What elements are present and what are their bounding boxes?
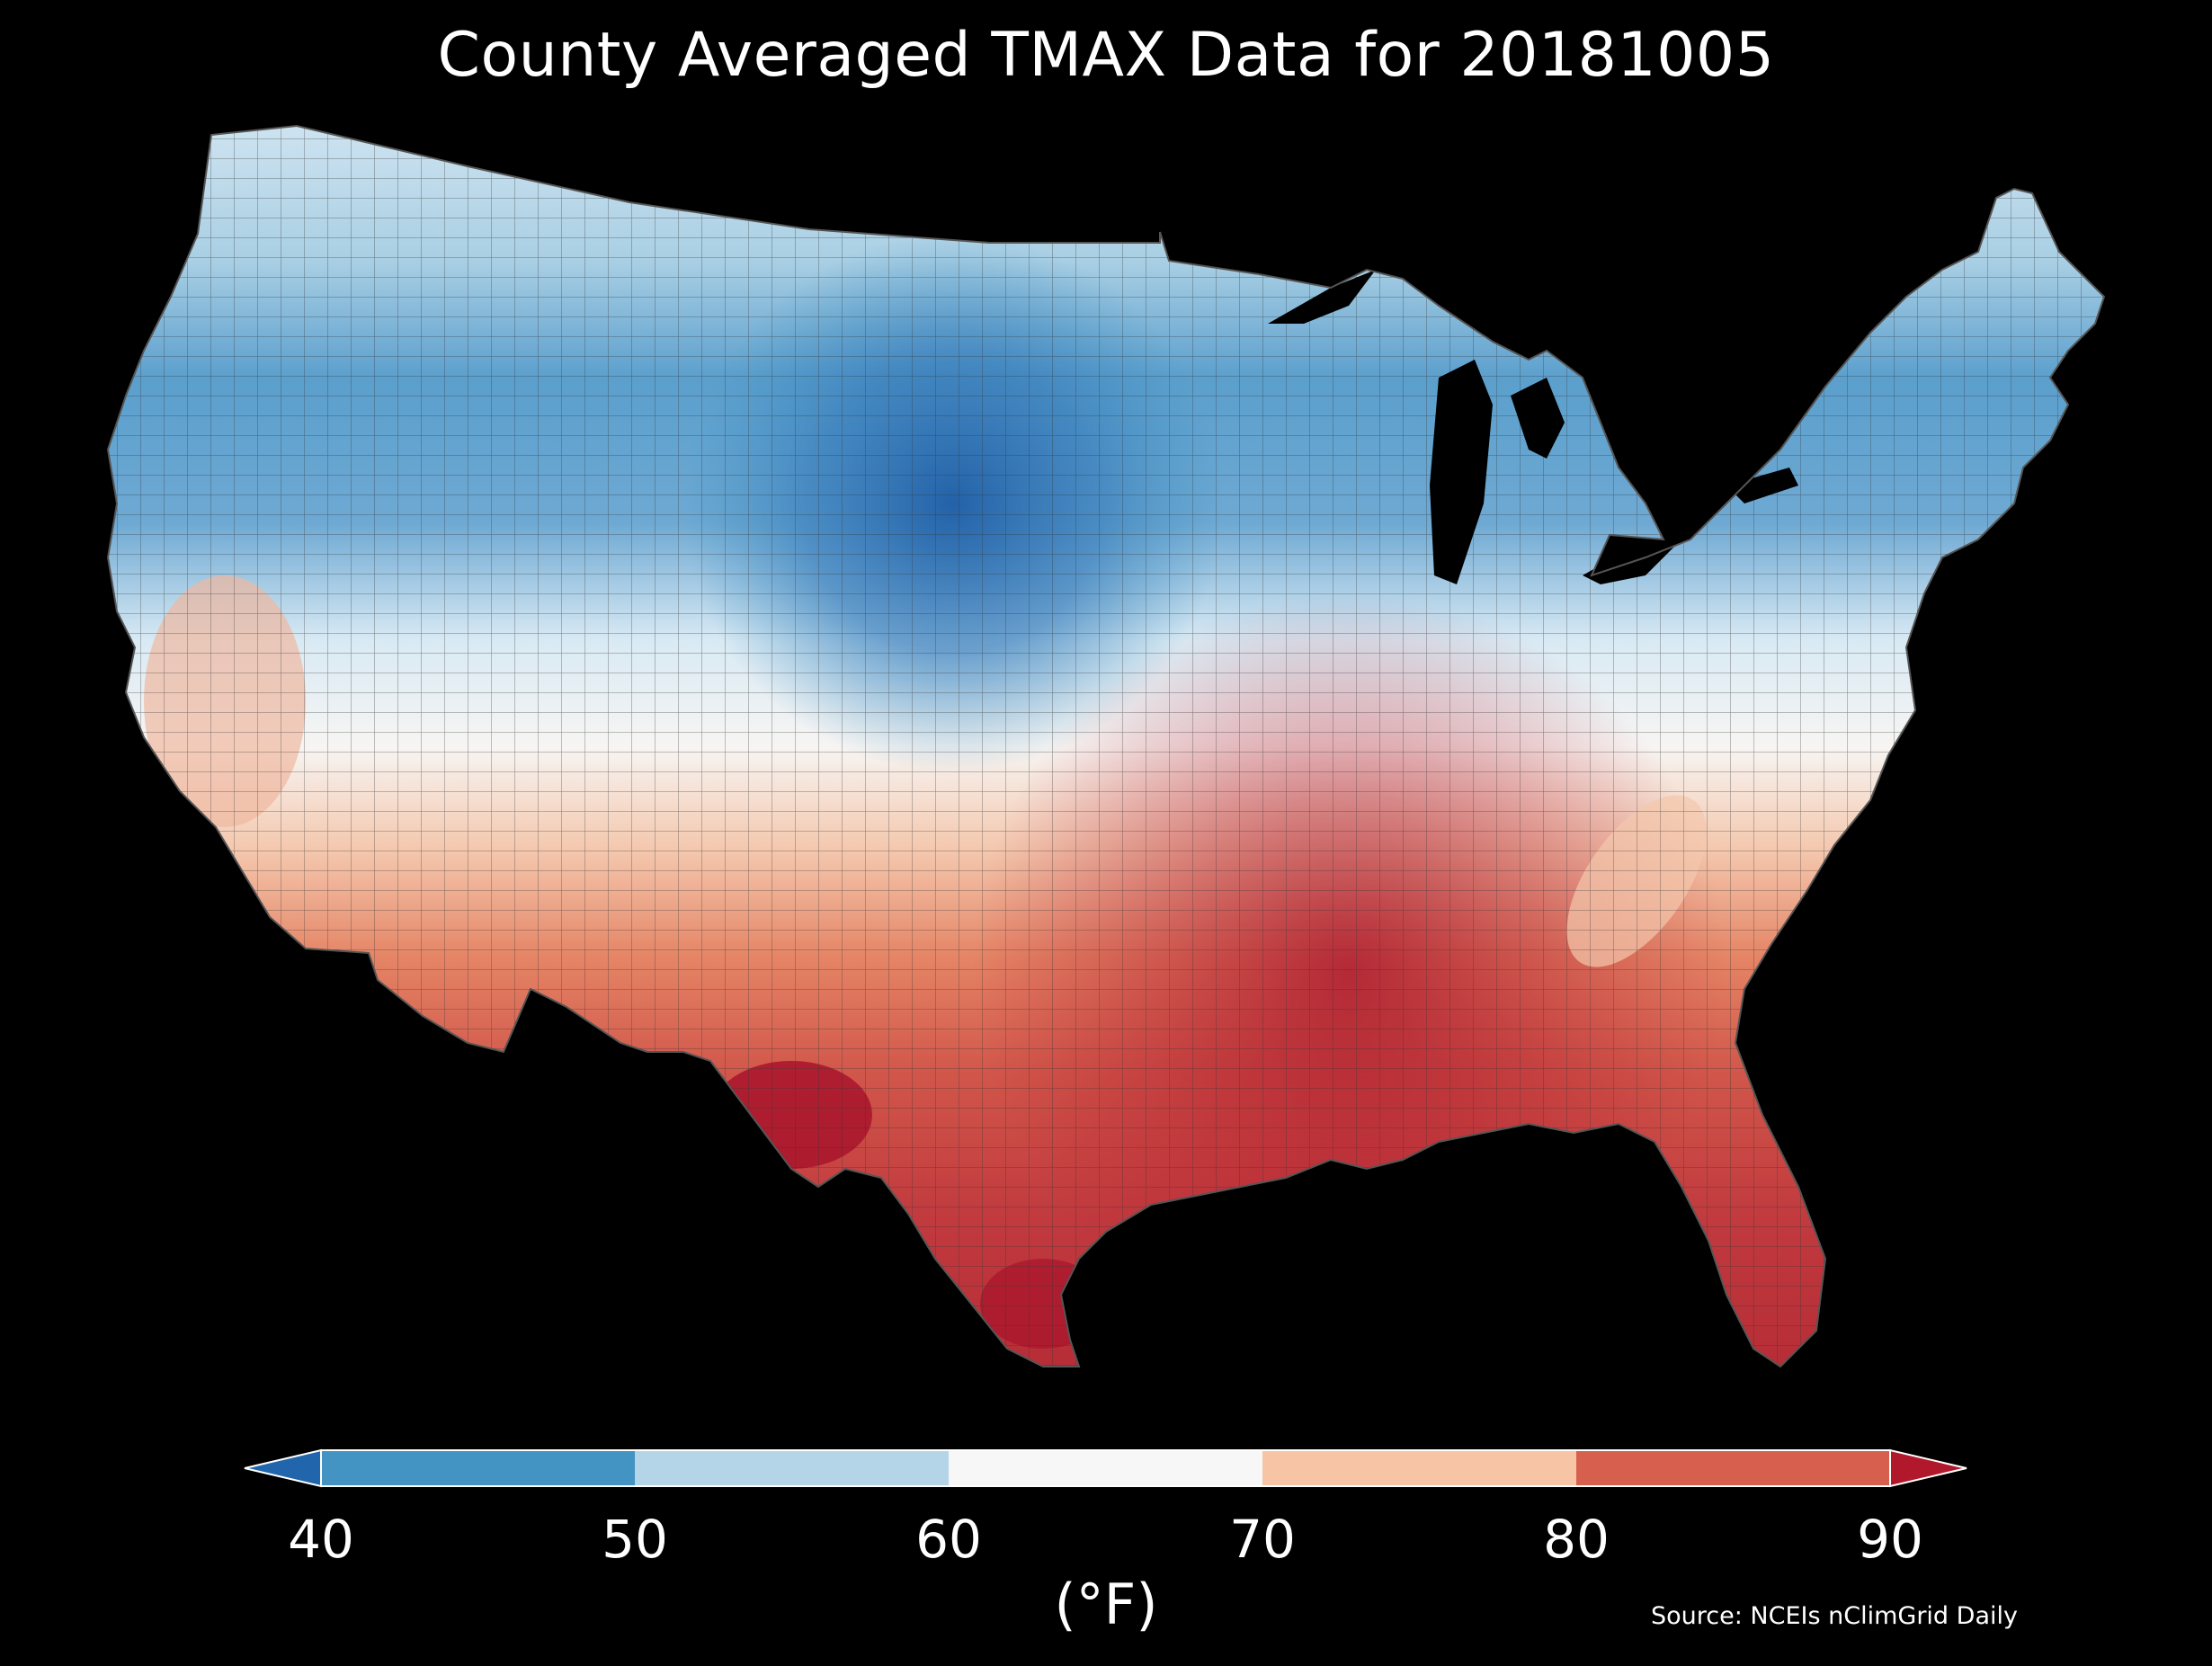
tick-label-50: 50: [602, 1509, 668, 1570]
tick-label-90: 90: [1857, 1509, 1923, 1570]
colorbar-units: (°F): [1054, 1572, 1158, 1637]
colorbar-bin: [635, 1450, 949, 1486]
colorbar-bin: [321, 1450, 635, 1486]
source-credit: Source: NCEIs nClimGrid Daily: [1651, 1602, 2018, 1630]
map-title: County Averaged TMAX Data for 20181005: [437, 20, 1775, 91]
colorbar-bin: [1576, 1450, 1890, 1486]
colorbar-extend-low: [244, 1448, 322, 1488]
colorbar-extend-high: [1889, 1448, 1967, 1488]
tick-label-70: 70: [1229, 1509, 1296, 1570]
colorbar-bin: [1262, 1450, 1576, 1486]
colorbar-bin: [949, 1450, 1262, 1486]
tick-label-40: 40: [288, 1509, 354, 1570]
tick-label-80: 80: [1543, 1509, 1610, 1570]
tick-label-60: 60: [915, 1509, 982, 1570]
us-county-map: [107, 125, 2105, 1368]
